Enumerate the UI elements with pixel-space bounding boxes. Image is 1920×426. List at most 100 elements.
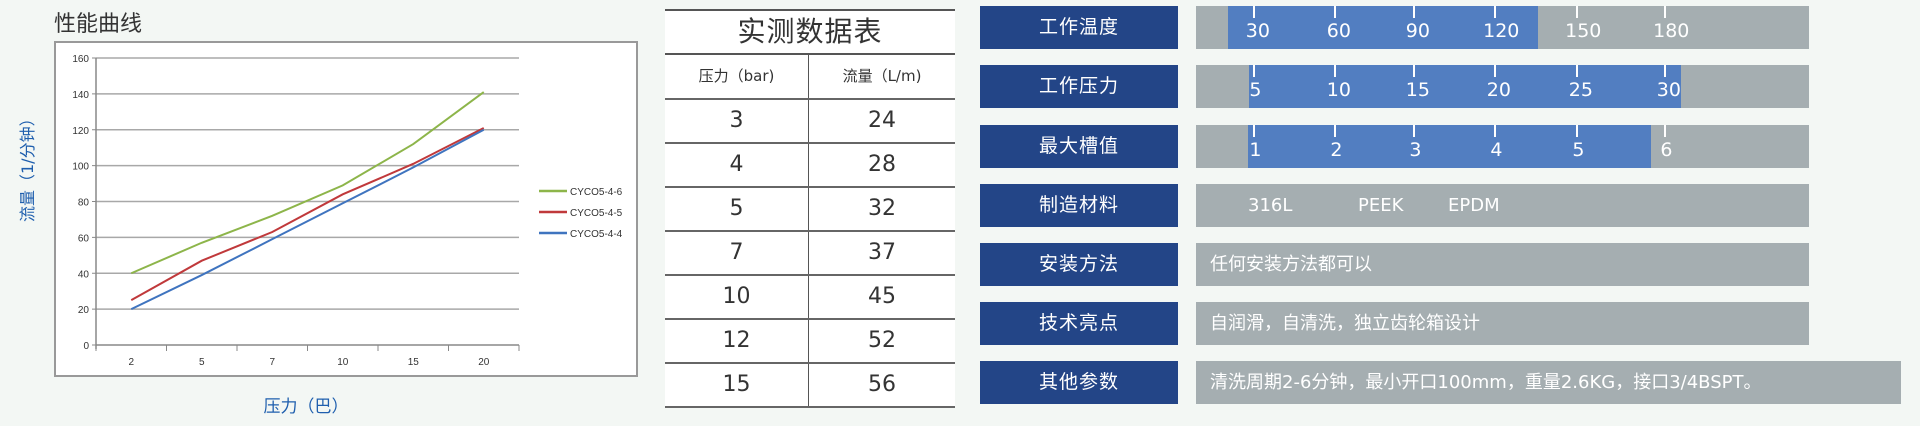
- tick-mark: [1334, 65, 1336, 77]
- tick-mark: [1494, 65, 1496, 77]
- spec-bar-other: 清洗周期2-6分钟，最小开口100mm，重量2.6KG，接口3/4BSPT。: [1196, 361, 1901, 404]
- series-line-CYCO5-4-5: [130, 127, 485, 302]
- tick-label: 5: [1249, 79, 1262, 101]
- flow-cell: 28: [868, 152, 896, 177]
- tick-label: 5: [1572, 139, 1585, 161]
- table-title: 实测数据表: [665, 9, 955, 55]
- x-axis-label: 压力（巴）: [263, 397, 349, 417]
- tick-label: 4: [1490, 139, 1503, 161]
- y-tick-label: 80: [78, 198, 90, 209]
- spec-label-highlights: 技术亮点: [980, 302, 1178, 345]
- tick-label: 30: [1245, 20, 1270, 42]
- tick-mark: [1253, 65, 1255, 77]
- x-tick-label: 7: [269, 357, 275, 368]
- flow-cell: 37: [868, 240, 896, 265]
- table-row: 10 45: [665, 276, 955, 320]
- flow-cell: 56: [868, 372, 896, 397]
- tick-label: 30: [1656, 79, 1681, 101]
- spec-bar-temperature: 30 60 90 120 150 180: [1196, 6, 1809, 49]
- series-line-CYCO5-4-4: [130, 128, 485, 311]
- tick-mark: [1494, 6, 1496, 18]
- x-tick-label: 2: [128, 357, 134, 368]
- chart-title: 性能曲线: [54, 12, 143, 37]
- tick-mark: [1253, 6, 1255, 18]
- x-tick-label: 15: [408, 357, 420, 368]
- legend-label: CYCO5-4-4: [570, 229, 623, 240]
- table-row: 7 37: [665, 232, 955, 276]
- tick-mark: [1413, 65, 1415, 77]
- header-pressure: 压力（bar): [665, 55, 809, 98]
- pressure-cell: 3: [665, 100, 809, 142]
- line-chart: 0 20 40 60 80 100 120 140 160 2 5 7 10 15 20 CYCO5-4-6 C…: [72, 54, 623, 368]
- x-tick-label: 20: [478, 357, 490, 368]
- table-row: 4 28: [665, 144, 955, 188]
- tick-mark: [1413, 6, 1415, 18]
- tick-mark: [1334, 125, 1336, 137]
- tick-label: 90: [1405, 20, 1430, 42]
- tick-label: 3: [1409, 139, 1422, 161]
- tick-mark: [1664, 6, 1666, 18]
- table-header: 压力（bar) 流量（L/m): [665, 55, 955, 100]
- table-row: 5 32: [665, 188, 955, 232]
- y-tick-label: 160: [72, 54, 89, 65]
- tick-label: 60: [1326, 20, 1351, 42]
- tick-label: 180: [1653, 20, 1690, 42]
- header-flow: 流量（L/m): [842, 67, 922, 85]
- spec-bar-pressure: 5 10 15 20 25 30: [1196, 65, 1809, 108]
- y-tick-label: 140: [72, 90, 89, 101]
- table-row: 12 52: [665, 320, 955, 364]
- spec-value: 自润滑，自清洗，独立齿轮箱设计: [1210, 313, 1480, 334]
- spec-bar-install: 任何安装方法都可以: [1196, 243, 1809, 286]
- chart-frame: 0 20 40 60 80 100 120 140 160 2 5 7 10 15 20 CYCO5-4-6 C…: [54, 41, 638, 377]
- table-row: 3 24: [665, 100, 955, 144]
- table-row: 15 56: [665, 364, 955, 408]
- tick-mark: [1334, 6, 1336, 18]
- tick-label: 20: [1486, 79, 1511, 101]
- spec-label-materials: 制造材料: [980, 184, 1178, 227]
- tick-mark: [1413, 125, 1415, 137]
- pressure-cell: 4: [665, 144, 809, 186]
- pressure-cell: 5: [665, 188, 809, 230]
- flow-cell: 52: [868, 328, 896, 353]
- measured-data-table: 实测数据表 压力（bar) 流量（L/m) 3 24 4 28 5 32 7 37 10 45 12…: [665, 9, 955, 408]
- tick-mark: [1576, 65, 1578, 77]
- range-fill: [1228, 6, 1538, 49]
- y-tick-label: 20: [78, 305, 90, 316]
- spec-label-max_slot: 最大槽值: [980, 125, 1178, 168]
- legend-label: CYCO5-4-6: [570, 187, 623, 198]
- spec-label-other: 其他参数: [980, 361, 1178, 404]
- material-value: 316L: [1248, 195, 1293, 216]
- pressure-cell: 7: [665, 232, 809, 274]
- flow-cell: 45: [868, 284, 896, 309]
- series-line-CYCO5-4-6: [130, 91, 485, 275]
- tick-label: 120: [1483, 20, 1520, 42]
- tick-label: 2: [1330, 139, 1343, 161]
- spec-label-temperature: 工作温度: [980, 6, 1178, 49]
- flow-cell: 32: [868, 196, 896, 221]
- tick-mark: [1664, 65, 1666, 77]
- y-tick-label: 40: [78, 269, 90, 280]
- y-tick-label: 0: [83, 341, 89, 352]
- spec-bar-materials: 316L PEEK EPDM: [1196, 184, 1809, 227]
- y-axis-label: 流量（1/分钟）: [18, 110, 37, 222]
- tick-mark: [1576, 6, 1578, 18]
- tick-label: 25: [1568, 79, 1593, 101]
- tick-label: 10: [1326, 79, 1351, 101]
- tick-label: 15: [1405, 79, 1430, 101]
- legend-label: CYCO5-4-5: [570, 208, 623, 219]
- range-fill: [1249, 65, 1681, 108]
- y-tick-label: 60: [78, 233, 90, 244]
- tick-mark: [1253, 125, 1255, 137]
- spec-label-pressure: 工作压力: [980, 65, 1178, 108]
- material-value: EPDM: [1448, 195, 1500, 216]
- pressure-cell: 12: [665, 320, 809, 362]
- pressure-cell: 10: [665, 276, 809, 318]
- tick-mark: [1494, 125, 1496, 137]
- pressure-cell: 15: [665, 364, 809, 406]
- tick-mark: [1664, 125, 1666, 137]
- spec-value: 任何安装方法都可以: [1210, 254, 1372, 275]
- tick-label: 150: [1565, 20, 1602, 42]
- spec-bar-highlights: 自润滑，自清洗，独立齿轮箱设计: [1196, 302, 1809, 345]
- spec-value: 清洗周期2-6分钟，最小开口100mm，重量2.6KG，接口3/4BSPT。: [1210, 372, 1762, 393]
- y-tick-label: 120: [72, 126, 89, 137]
